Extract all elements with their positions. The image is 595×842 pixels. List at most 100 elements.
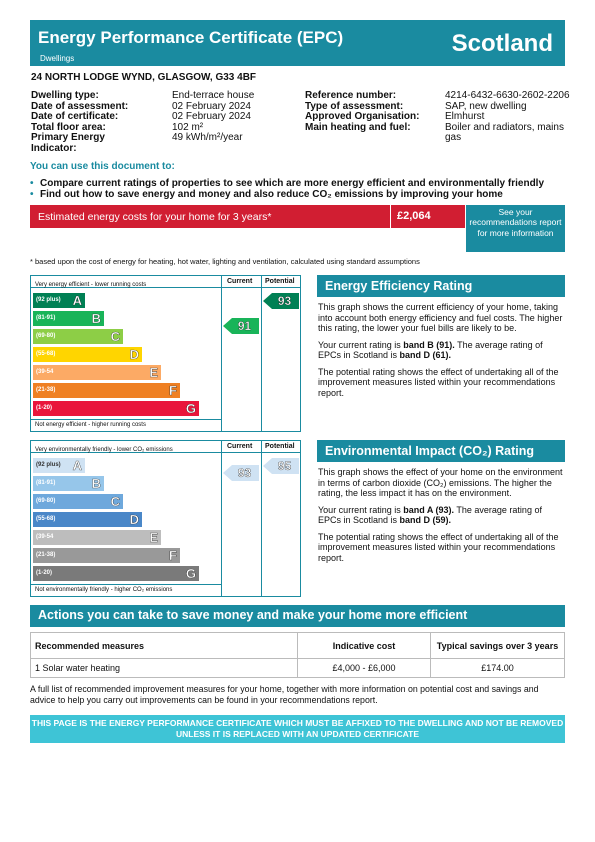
current-rating-arrow: 91: [223, 318, 259, 334]
band-range: (55-68): [36, 516, 56, 522]
rating-band-c: (69-80) C: [33, 494, 123, 509]
rating-band-d: (55-68) D: [33, 347, 142, 362]
see-recommendations-box: See your recommendations report for more…: [466, 205, 565, 252]
potential-rating-arrow: 95: [263, 458, 299, 474]
band-range: (55-68): [36, 351, 56, 357]
rating-band-f: (21-38) F: [33, 383, 180, 398]
eer-paragraph: The potential rating shows the effect of…: [318, 366, 559, 398]
eer-heading: Energy Efficiency Rating: [317, 275, 565, 297]
band-range: (92 plus): [36, 462, 61, 468]
band-letter: D: [129, 512, 139, 527]
potential-header: Potential: [265, 443, 295, 450]
eir-paragraph: This graph shows the effect of your home…: [318, 467, 563, 498]
detail-label: Reference number:: [305, 90, 397, 101]
band-letter: A: [72, 458, 82, 473]
band-range: (69-80): [36, 333, 56, 339]
environmental-impact-chart: Current Potential Very environmentally f…: [30, 440, 301, 597]
detail-label: Main heating and fuel:: [305, 121, 411, 133]
table-row: 1 Solar water heating £4,000 - £6,000 £1…: [30, 658, 565, 678]
eer-text: This graph shows the current efficiency …: [318, 302, 563, 404]
band-range: (21-38): [36, 387, 56, 393]
table-cell: £174.00: [430, 658, 565, 678]
detail-label: Date of assessment:: [31, 100, 129, 112]
rating-band-e: (39-54 E: [33, 530, 161, 545]
band-letter: F: [169, 548, 177, 563]
band-letter: G: [185, 401, 196, 416]
eir-heading: Environmental Impact (CO₂) Rating: [317, 440, 565, 462]
epc-header: Energy Performance Certificate (EPC) Dwe…: [30, 20, 565, 66]
band-letter: B: [91, 311, 101, 326]
details-left-labels: Dwelling type: Date of assessment: Date …: [31, 90, 146, 154]
detail-value: Elmhurst: [445, 111, 485, 122]
table-header-row: Recommended measures Indicative cost Typ…: [30, 632, 565, 659]
potential-rating-arrow: 93: [263, 293, 299, 309]
rating-band-e: (39-54 E: [33, 365, 161, 380]
band-range: (39-54: [36, 534, 54, 540]
energy-efficiency-chart: Current Potential Very energy efficient …: [30, 275, 301, 432]
rating-band-a: (92 plus) A: [33, 293, 85, 308]
country-label: Scotland: [451, 30, 553, 57]
details-left-values: End-terrace house 02 February 2024 02 Fe…: [172, 90, 302, 144]
detail-value: 102 m²: [172, 121, 204, 133]
rating-band-d: (55-68) D: [33, 512, 142, 527]
band-range: (21-38): [36, 552, 56, 558]
current-header: Current: [227, 278, 253, 285]
cost-footnote: * based upon the cost of energy for heat…: [30, 257, 420, 266]
eer-paragraph: This graph shows the current efficiency …: [318, 302, 563, 333]
page-subtitle: Dwellings: [40, 54, 75, 63]
eir-text: This graph shows the effect of your home…: [318, 467, 563, 569]
cost-value: £2,064: [397, 210, 431, 222]
band-range: (92 plus): [36, 297, 61, 303]
chart-bottom-label: Not energy efficient - higher running co…: [35, 422, 146, 428]
recommendations-table: Recommended measures Indicative cost Typ…: [30, 632, 565, 678]
rating-band-f: (21-38) F: [33, 548, 180, 563]
band-letter: E: [149, 365, 158, 380]
potential-header: Potential: [265, 278, 295, 285]
detail-label: Date of certificate:: [31, 111, 119, 122]
band-letter: G: [185, 566, 196, 581]
column-header: Typical savings over 3 years: [430, 632, 565, 659]
use-document-heading: You can use this document to:: [30, 161, 175, 172]
band-letter: F: [169, 383, 177, 398]
certificate-footer: THIS PAGE IS THE ENERGY PERFORMANCE CERT…: [30, 715, 565, 743]
band-letter: C: [110, 494, 120, 509]
band-letter: C: [110, 329, 120, 344]
band-letter: B: [91, 476, 101, 491]
actions-heading: Actions you can take to save money and m…: [30, 605, 565, 627]
eir-current-rating: Your current rating is band A (93). The …: [318, 504, 542, 526]
rating-band-g: (1-20) G: [33, 566, 199, 581]
detail-label: Type of assessment:: [305, 100, 404, 112]
list-item: • Compare current ratings of properties t…: [30, 178, 545, 189]
band-letter: A: [72, 293, 82, 308]
property-address: 24 NORTH LODGE WYND, GLASGOW, G33 4BF: [31, 72, 257, 83]
rating-band-g: (1-20) G: [33, 401, 199, 416]
rating-band-b: (81-91) B: [33, 311, 104, 326]
rating-band-a: (92 plus) A: [33, 458, 85, 473]
detail-value: Boiler and radiators, mains gas: [445, 121, 564, 143]
detail-value: 02 February 2024: [172, 111, 251, 122]
band-range: (81-91): [36, 315, 56, 321]
column-header: Indicative cost: [297, 632, 431, 659]
detail-value: End-terrace house: [172, 90, 255, 101]
band-range: (81-91): [36, 480, 56, 486]
details-right-labels: Reference number: Type of assessment: Ap…: [305, 90, 443, 133]
band-letter: D: [129, 347, 139, 362]
detail-value: 02 February 2024: [172, 100, 251, 112]
chart-top-label: Very energy efficient - lower running co…: [35, 282, 147, 288]
band-range: (1-20): [36, 570, 53, 576]
details-right-values: 4214-6432-6630-2602-2206 SAP, new dwelli…: [445, 90, 580, 144]
detail-label: Approved Organisation:: [305, 111, 420, 122]
page-title: Energy Performance Certificate (EPC): [38, 28, 344, 47]
rating-band-c: (69-80) C: [33, 329, 123, 344]
band-range: (69-80): [36, 498, 56, 504]
detail-value: 4214-6432-6630-2602-2206: [445, 90, 570, 101]
detail-label: Dwelling type:: [31, 90, 99, 101]
detail-value: 49 kWh/m²/year: [172, 132, 243, 143]
table-cell: 1 Solar water heating: [30, 658, 298, 678]
band-range: (1-20): [36, 405, 53, 411]
band-letter: E: [149, 530, 158, 545]
detail-value: SAP, new dwelling: [445, 100, 527, 112]
eir-paragraph: The potential rating shows the effect of…: [318, 531, 559, 563]
table-cell: £4,000 - £6,000: [297, 658, 431, 678]
detail-label: Total floor area:: [31, 121, 106, 133]
